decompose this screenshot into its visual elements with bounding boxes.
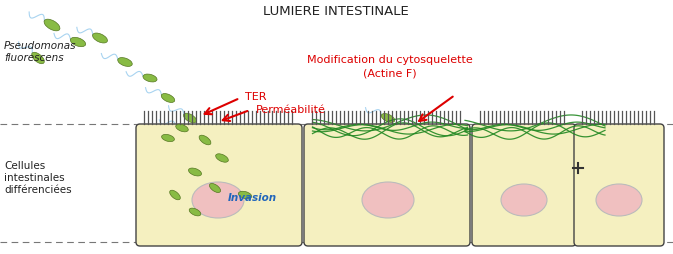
Text: TER: TER bbox=[245, 92, 267, 102]
FancyBboxPatch shape bbox=[136, 124, 302, 246]
Ellipse shape bbox=[93, 33, 108, 43]
Ellipse shape bbox=[362, 182, 414, 218]
Text: Modification du cytosquelette: Modification du cytosquelette bbox=[307, 55, 473, 65]
FancyBboxPatch shape bbox=[574, 124, 664, 246]
Ellipse shape bbox=[184, 113, 197, 123]
Text: (Actine F): (Actine F) bbox=[363, 68, 417, 78]
Ellipse shape bbox=[32, 52, 44, 64]
Ellipse shape bbox=[596, 184, 642, 216]
Ellipse shape bbox=[118, 58, 133, 66]
Ellipse shape bbox=[192, 182, 244, 218]
FancyBboxPatch shape bbox=[304, 124, 470, 246]
Text: Cellules
intestinales
différenciées: Cellules intestinales différenciées bbox=[4, 161, 71, 195]
Ellipse shape bbox=[382, 114, 394, 122]
Ellipse shape bbox=[209, 183, 221, 193]
Ellipse shape bbox=[215, 154, 228, 162]
Text: Perméabilité: Perméabilité bbox=[256, 105, 326, 115]
Ellipse shape bbox=[188, 168, 201, 176]
Ellipse shape bbox=[501, 184, 547, 216]
FancyBboxPatch shape bbox=[472, 124, 576, 246]
Text: LUMIERE INTESTINALE: LUMIERE INTESTINALE bbox=[263, 5, 409, 18]
Ellipse shape bbox=[143, 74, 157, 82]
Ellipse shape bbox=[189, 208, 201, 216]
Text: Pseudomonas
fluorescens: Pseudomonas fluorescens bbox=[4, 41, 77, 63]
Ellipse shape bbox=[44, 19, 60, 31]
Ellipse shape bbox=[162, 134, 174, 141]
Ellipse shape bbox=[238, 191, 252, 199]
Text: Invasion: Invasion bbox=[227, 193, 277, 203]
Ellipse shape bbox=[162, 93, 175, 102]
Ellipse shape bbox=[170, 190, 180, 200]
Ellipse shape bbox=[176, 124, 188, 132]
Ellipse shape bbox=[71, 37, 85, 47]
Ellipse shape bbox=[199, 135, 211, 145]
